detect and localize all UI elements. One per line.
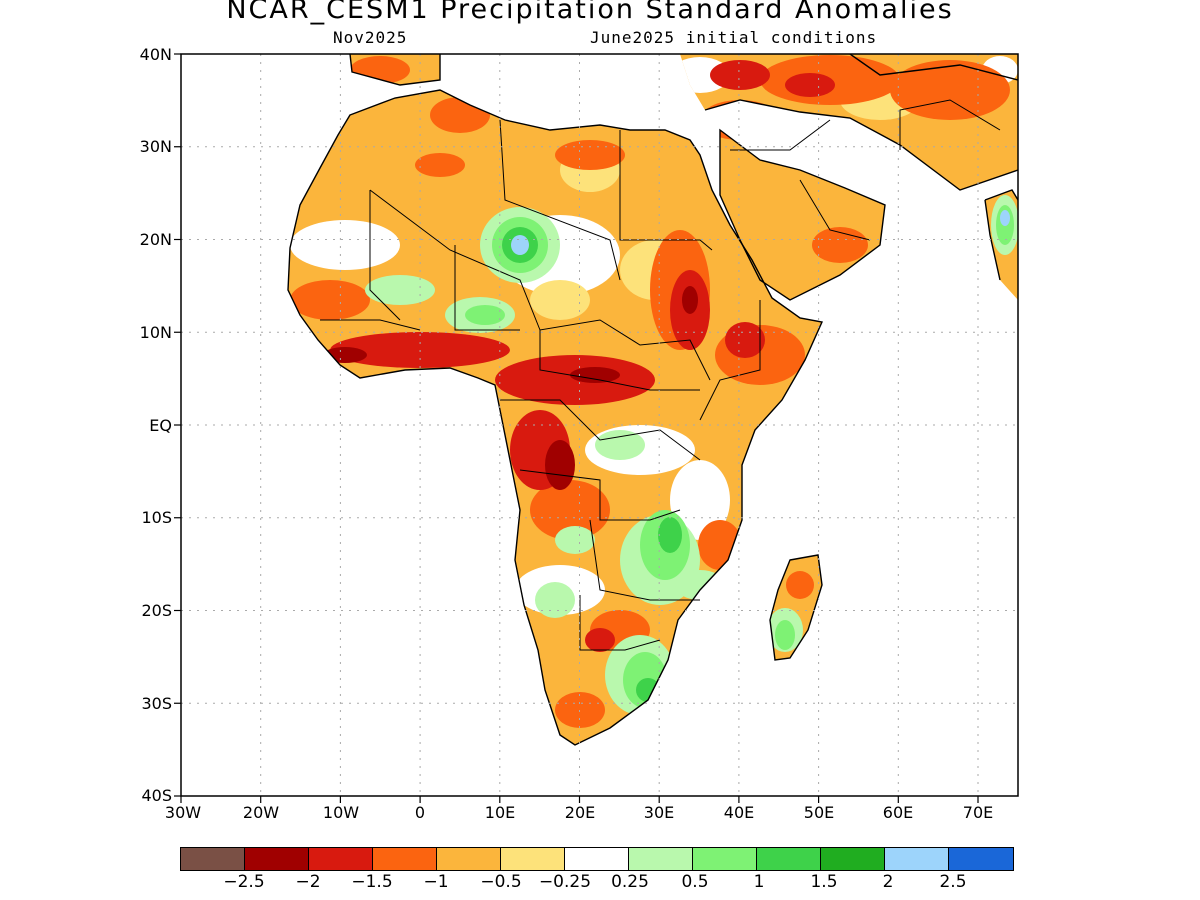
- legend-swatch: [245, 848, 309, 870]
- legend-label: −1: [423, 872, 449, 892]
- y-tick-label: 30N: [139, 137, 172, 156]
- x-tick-label: 70E: [962, 803, 994, 822]
- x-tick-label: 0: [414, 803, 426, 822]
- x-tick-label: 30W: [164, 803, 202, 822]
- x-tick-label: 50E: [803, 803, 835, 822]
- y-tick-label: 10N: [139, 323, 172, 342]
- legend-label: −0.25: [538, 872, 592, 892]
- legend-label: 2: [882, 872, 894, 892]
- legend-swatch: [885, 848, 949, 870]
- y-tick-label: 40S: [141, 786, 172, 805]
- legend-swatch: [373, 848, 437, 870]
- legend-swatch: [821, 848, 885, 870]
- x-tick-label: 20E: [564, 803, 596, 822]
- initial-conditions: June2025 initial conditions: [590, 28, 878, 47]
- legend-swatch: [565, 848, 629, 870]
- y-tick-label: 20N: [139, 230, 172, 249]
- color-legend: [180, 847, 1014, 871]
- legend-swatch: [501, 848, 565, 870]
- y-tick-label: 40N: [139, 45, 172, 64]
- grid-lines: [181, 54, 1018, 796]
- coastlines: [287, 54, 1018, 746]
- legend-swatch: [309, 848, 373, 870]
- legend-swatch: [757, 848, 821, 870]
- legend-label: −0.5: [480, 872, 522, 892]
- axis-ticks: [174, 53, 979, 803]
- legend-label: 1.5: [810, 872, 838, 892]
- x-tick-label: 10W: [322, 803, 360, 822]
- forecast-month: Nov2025: [333, 28, 408, 47]
- y-tick-label: EQ: [149, 416, 172, 435]
- y-tick-label: 30S: [141, 694, 172, 713]
- page-title: NCAR_CESM1 Precipitation Standard Anomal…: [226, 0, 954, 25]
- x-tick-label: 20W: [242, 803, 280, 822]
- x-tick-label: 40E: [723, 803, 755, 822]
- legend-swatch: [437, 848, 501, 870]
- legend-swatch: [629, 848, 693, 870]
- x-tick-label: 10E: [484, 803, 516, 822]
- legend-label: −2.5: [223, 872, 265, 892]
- legend-label: 0.5: [681, 872, 709, 892]
- y-tick-label: 10S: [141, 508, 172, 527]
- legend-swatch: [693, 848, 757, 870]
- legend-label: −1.5: [351, 872, 393, 892]
- legend-swatch: [181, 848, 245, 870]
- x-tick-label: 30E: [643, 803, 675, 822]
- legend-label: 2.5: [939, 872, 967, 892]
- x-tick-label: 60E: [882, 803, 914, 822]
- legend-label: 1: [753, 872, 765, 892]
- legend-label: −2: [295, 872, 321, 892]
- legend-swatch: [949, 848, 1013, 870]
- legend-label: 0.25: [611, 872, 649, 892]
- y-tick-label: 20S: [141, 601, 172, 620]
